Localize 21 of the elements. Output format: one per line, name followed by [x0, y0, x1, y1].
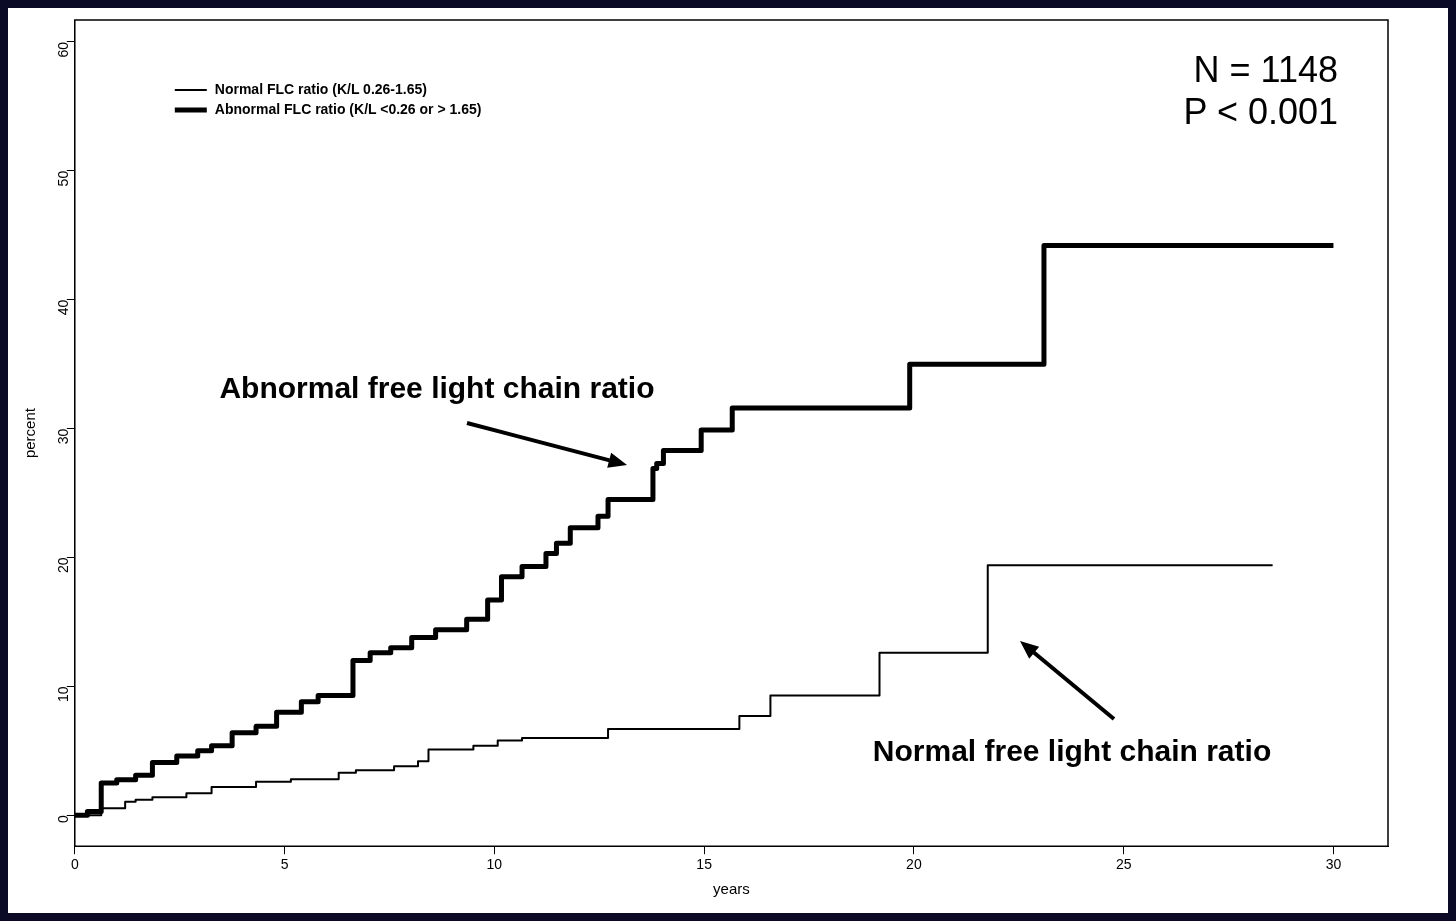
annotation: Normal free light chain ratio: [872, 734, 1272, 768]
x-tick-label: 15: [696, 856, 713, 873]
y-tick-label: 50: [54, 170, 71, 187]
x-tick-label: 10: [486, 856, 503, 873]
x-tick-label: 20: [906, 856, 922, 873]
annotation: Abnormal free light chain ratio: [219, 371, 655, 405]
legend-label: Normal FLC ratio (K/L 0.26-1.65): [214, 80, 427, 97]
x-tick-label: 25: [1115, 856, 1132, 873]
y-tick-label: 60: [54, 41, 71, 58]
annotation: P < 0.001: [1183, 90, 1338, 132]
y-axis-title: percent: [21, 407, 39, 459]
y-tick-label: 30: [54, 428, 71, 445]
x-tick-label: 5: [280, 856, 289, 873]
x-tick-label: 30: [1325, 856, 1342, 873]
y-tick-label: 20: [54, 557, 71, 574]
x-axis-title: years: [713, 880, 750, 898]
y-tick-label: 0: [54, 815, 71, 824]
legend-label: Abnormal FLC ratio (K/L <0.26 or > 1.65): [214, 100, 482, 117]
annotation: N = 1148: [1193, 48, 1338, 90]
y-tick-label: 10: [54, 686, 71, 702]
y-tick-label: 40: [54, 299, 71, 316]
